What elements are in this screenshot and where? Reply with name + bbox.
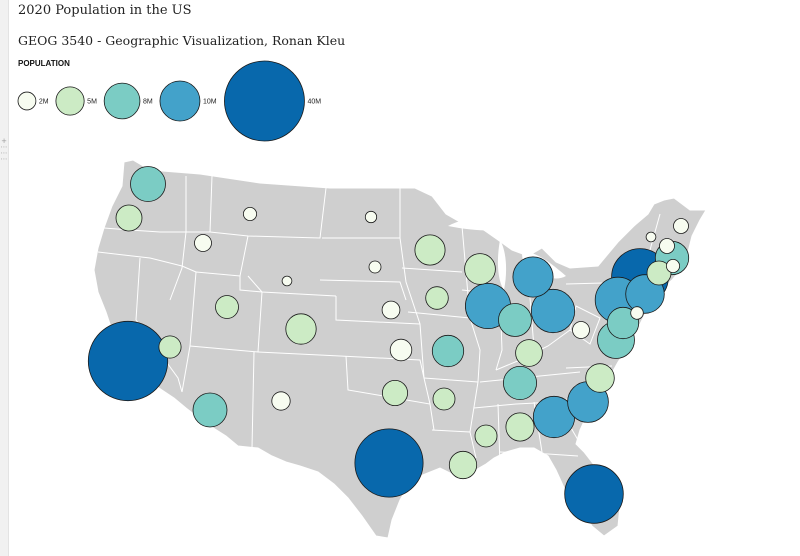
bubble-nd[interactable] xyxy=(364,210,378,224)
legend-circle-8m xyxy=(103,82,141,120)
bubble-me[interactable] xyxy=(673,218,689,234)
bubble-tn[interactable] xyxy=(502,365,537,400)
border-mt-wy xyxy=(209,187,327,239)
legend-label-5m: 5M xyxy=(87,99,97,106)
bubble-nh[interactable] xyxy=(659,238,675,254)
bubble-ct[interactable] xyxy=(646,260,672,286)
bubble-sc[interactable] xyxy=(585,363,615,393)
bubble-az[interactable] xyxy=(192,392,228,428)
bubble-oh[interactable] xyxy=(530,288,576,334)
legend-circle-10m xyxy=(159,80,201,122)
bubble-ar[interactable] xyxy=(432,387,456,411)
bubble-la[interactable] xyxy=(448,450,478,480)
bubble-sd[interactable] xyxy=(368,260,382,274)
bubble-de[interactable] xyxy=(630,306,644,320)
border-sd-ne xyxy=(319,279,407,301)
bubble-ut[interactable] xyxy=(215,295,239,319)
border-or-ca-nv xyxy=(97,251,183,267)
population-legend: 2M 5M 8M 10M 40M xyxy=(17,60,321,142)
legend-label-10m: 10M xyxy=(203,99,217,106)
bubble-ky[interactable] xyxy=(515,339,543,367)
bubble-nv[interactable] xyxy=(158,335,182,359)
border-id-mt xyxy=(185,175,213,233)
border-wa-or xyxy=(103,227,186,233)
bubble-wi[interactable] xyxy=(464,253,496,285)
border-ks-ok xyxy=(339,355,425,379)
bubble-ne[interactable] xyxy=(381,300,401,320)
population-bubbles xyxy=(87,166,690,524)
bubble-ok[interactable] xyxy=(381,379,408,406)
bubble-co[interactable] xyxy=(285,313,317,345)
bubble-ia[interactable] xyxy=(425,286,449,310)
bubble-al[interactable] xyxy=(505,412,535,442)
bubble-wa[interactable] xyxy=(130,166,166,202)
bubble-wy[interactable] xyxy=(281,275,293,287)
lake-superior xyxy=(448,218,522,231)
border-in-oh xyxy=(529,297,535,349)
page-title: 2020 Population in the US xyxy=(18,3,192,18)
border-plains-midwest xyxy=(399,190,431,405)
legend-label-40m: 40M xyxy=(307,99,321,106)
bubble-ks[interactable] xyxy=(389,338,413,362)
bubble-or[interactable] xyxy=(115,204,143,232)
bubble-wv[interactable] xyxy=(572,321,590,339)
bubble-ca[interactable] xyxy=(87,320,169,402)
drag-handle-icon[interactable]: + ⋯ ⋯ ⋯ xyxy=(0,137,8,163)
border-pacific-mountain xyxy=(169,231,187,301)
border-mo-ar xyxy=(423,377,479,383)
page-subtitle: GEOG 3540 - Geographic Visualization, Ro… xyxy=(18,33,346,48)
bubble-mn[interactable] xyxy=(414,234,446,266)
bubble-vt[interactable] xyxy=(645,231,657,243)
bubble-in[interactable] xyxy=(498,303,532,337)
border-co-nm xyxy=(257,351,341,357)
legend-circle-5m xyxy=(55,86,85,116)
border-mn-ia xyxy=(401,267,463,273)
bubble-id[interactable] xyxy=(194,234,212,252)
bubble-ri[interactable] xyxy=(666,258,681,273)
border-nv-ut xyxy=(181,265,197,393)
bubble-ms[interactable] xyxy=(474,424,498,448)
border-ne-ks xyxy=(335,296,421,325)
bubble-mt[interactable] xyxy=(242,206,257,221)
lake-michigan xyxy=(497,240,507,290)
bubble-tx[interactable] xyxy=(354,428,424,498)
bubble-mo[interactable] xyxy=(431,334,465,368)
legend-label-8m: 8M xyxy=(143,99,153,106)
border-wy-co xyxy=(247,275,337,297)
border-ar-la xyxy=(431,429,471,433)
border-az-nm xyxy=(251,351,255,449)
bubble-nm[interactable] xyxy=(271,391,291,411)
legend-label-2m: 2M xyxy=(39,99,49,106)
bubble-mi[interactable] xyxy=(512,256,554,298)
legend-title: POPULATION xyxy=(18,59,70,68)
border-ia-mo xyxy=(407,311,471,319)
legend-circle-2m xyxy=(17,91,37,111)
left-edge-strip xyxy=(0,0,9,556)
border-ga-fl xyxy=(499,451,579,457)
border-ms-al xyxy=(497,403,501,467)
legend-circle-40m xyxy=(224,60,305,142)
bubble-fl[interactable] xyxy=(564,464,624,524)
